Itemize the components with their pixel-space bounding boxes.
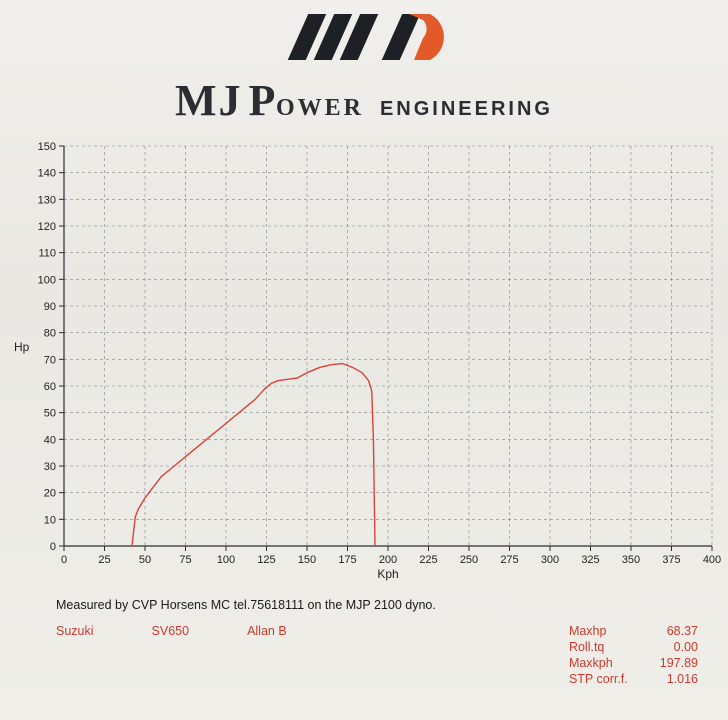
chart-svg: 0255075100125150175200225250275300325350… [14, 140, 724, 586]
svg-text:300: 300 [541, 554, 559, 566]
measured-by-text: Measured by CVP Horsens MC tel.75618111 … [56, 598, 698, 612]
svg-text:0: 0 [50, 541, 56, 553]
svg-text:130: 130 [38, 194, 56, 206]
footer: Measured by CVP Horsens MC tel.75618111 … [14, 598, 714, 686]
svg-text:150: 150 [38, 141, 56, 153]
svg-text:200: 200 [379, 554, 397, 566]
brand-mj: MJ [175, 75, 243, 126]
model: SV650 [152, 624, 190, 686]
svg-text:75: 75 [179, 554, 191, 566]
svg-text:20: 20 [44, 488, 56, 500]
stats-block: Maxhp 68.37 Roll.tq 0.00 Maxkph 197.89 S… [569, 624, 698, 686]
y-axis-label: Hp [14, 340, 29, 354]
brand-engineering: ENGINEERING [380, 98, 553, 121]
brand-ower: OWER [276, 95, 364, 122]
svg-text:140: 140 [38, 168, 56, 180]
svg-text:250: 250 [460, 554, 478, 566]
svg-text:30: 30 [44, 461, 56, 473]
mjp-logo-icon [254, 10, 474, 71]
make: Suzuki [56, 624, 94, 686]
svg-text:100: 100 [38, 274, 56, 286]
svg-text:325: 325 [581, 554, 599, 566]
svg-text:40: 40 [44, 434, 56, 446]
svg-text:70: 70 [44, 354, 56, 366]
svg-text:50: 50 [44, 408, 56, 420]
info-row: Suzuki SV650 Allan B Maxhp 68.37 Roll.tq… [56, 624, 698, 686]
maxhp-label: Maxhp [569, 624, 628, 638]
svg-text:50: 50 [139, 554, 151, 566]
brand-title: MJ P OWER ENGINEERING [14, 75, 714, 126]
rider: Allan B [247, 624, 287, 686]
maxhp-value: 68.37 [660, 624, 698, 638]
svg-text:225: 225 [419, 554, 437, 566]
maxkph-label: Maxkph [569, 656, 628, 670]
svg-text:125: 125 [257, 554, 275, 566]
svg-text:350: 350 [622, 554, 640, 566]
svg-text:90: 90 [44, 301, 56, 313]
svg-text:150: 150 [298, 554, 316, 566]
svg-text:375: 375 [662, 554, 680, 566]
dyno-chart: Hp 0255075100125150175200225250275300325… [14, 140, 714, 590]
brand-p: P [249, 75, 276, 126]
svg-text:400: 400 [703, 554, 721, 566]
stp-value: 1.016 [660, 672, 698, 686]
svg-text:0: 0 [61, 554, 67, 566]
rolltq-label: Roll.tq [569, 640, 628, 654]
dyno-printout: MJ P OWER ENGINEERING Hp 025507510012515… [0, 0, 728, 720]
svg-text:110: 110 [38, 248, 56, 260]
svg-text:175: 175 [338, 554, 356, 566]
stp-label: STP corr.f. [569, 672, 628, 686]
svg-text:80: 80 [44, 328, 56, 340]
svg-text:10: 10 [44, 514, 56, 526]
vehicle-info: Suzuki SV650 Allan B [56, 624, 287, 686]
svg-text:25: 25 [98, 554, 110, 566]
maxkph-value: 197.89 [660, 656, 698, 670]
svg-text:100: 100 [217, 554, 235, 566]
svg-text:60: 60 [44, 381, 56, 393]
svg-text:120: 120 [38, 221, 56, 233]
svg-text:Kph: Kph [377, 567, 398, 581]
svg-text:275: 275 [500, 554, 518, 566]
header: MJ P OWER ENGINEERING [14, 8, 714, 126]
rolltq-value: 0.00 [660, 640, 698, 654]
